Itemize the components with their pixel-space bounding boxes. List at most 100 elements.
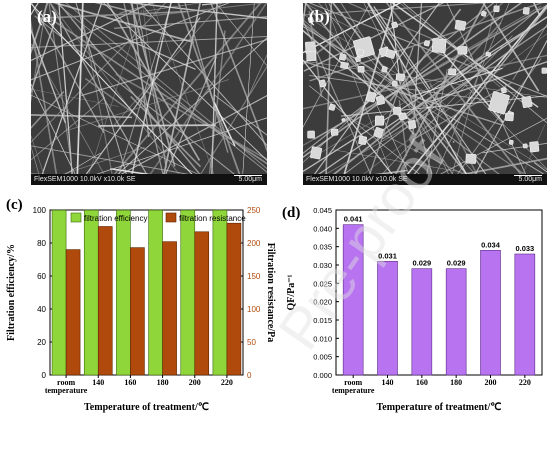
- panel-label-b: (b): [309, 7, 330, 26]
- bar-efficiency: [83, 209, 99, 376]
- crystal: [365, 91, 377, 103]
- fiber: [81, 39, 267, 97]
- bar-efficiency: [180, 209, 196, 376]
- y-tick-label: 0.005: [313, 353, 332, 362]
- value-label: 0.041: [344, 215, 363, 224]
- fiber: [31, 90, 65, 130]
- fiber: [429, 61, 547, 103]
- fiber: [31, 3, 167, 143]
- crystal: [454, 19, 467, 31]
- x-tick-label: 200: [485, 378, 497, 387]
- fiber: [303, 19, 376, 185]
- bar-efficiency: [212, 209, 228, 376]
- sem-fibers-a: [31, 3, 267, 185]
- crystal: [407, 119, 417, 130]
- crystal: [374, 115, 385, 126]
- panel-label-c: (c): [6, 197, 23, 213]
- fiber: [49, 3, 154, 185]
- fiber: [431, 3, 510, 185]
- fiber: [201, 3, 227, 6]
- y-tick-label: 100: [33, 206, 47, 215]
- x-tick-label: 200: [189, 378, 201, 387]
- fiber: [85, 10, 143, 185]
- bar-resistance: [130, 247, 145, 376]
- y-tick-label: 0.045: [313, 206, 332, 215]
- value-label: 0.029: [412, 259, 431, 268]
- y-tick-label: 20: [37, 338, 46, 347]
- bar-resistance: [97, 226, 113, 376]
- fiber: [303, 29, 416, 126]
- sem-info-bar-b: FlexSEM1000 10.0kV x10.0k SE 5.00μm: [303, 174, 547, 185]
- crystal: [375, 95, 386, 106]
- fiber: [31, 94, 222, 185]
- fiber: [52, 3, 195, 44]
- y-tick-label: 0.020: [313, 298, 332, 307]
- fiber: [65, 3, 267, 170]
- bar-efficiency: [148, 209, 163, 376]
- sem-info-bar-a: FlexSEM1000 10.0kV x10.0k SE 5.00μm: [31, 174, 267, 185]
- fiber: [31, 43, 111, 185]
- fiber: [136, 3, 168, 168]
- fiber: [37, 10, 187, 20]
- sem-image-a: (a) FlexSEM1000 10.0kV x10.0k SE 5.00μm: [31, 3, 267, 185]
- y-axis-label: Filtration efficiency/%: [6, 244, 17, 341]
- fiber: [130, 95, 202, 168]
- fiber: [98, 124, 216, 127]
- fiber: [151, 3, 219, 185]
- value-label: 0.031: [378, 251, 397, 260]
- bar-efficiency: [51, 209, 67, 376]
- y-tick-label: 40: [37, 305, 46, 314]
- y-axis-label: QF/Pa⁻¹: [286, 274, 297, 310]
- crystal: [306, 50, 317, 62]
- x-tick-label: 220: [519, 378, 531, 387]
- legend-swatch-efficiency: [70, 212, 82, 223]
- fiber: [31, 145, 43, 185]
- y-tick-label: 0.035: [313, 243, 332, 252]
- crystal: [448, 68, 457, 76]
- x-tick-label: 180: [157, 378, 169, 387]
- x-tick-label: 180: [450, 378, 462, 387]
- crystal: [398, 112, 408, 121]
- fiber: [144, 3, 202, 12]
- crystal: [541, 67, 547, 74]
- fiber: [303, 3, 371, 128]
- sem-scale-b: 5.00μm: [518, 176, 543, 183]
- crystal: [307, 16, 314, 24]
- bar-qf: [445, 268, 467, 376]
- fiber: [127, 3, 267, 20]
- fiber: [371, 35, 513, 185]
- fiber: [31, 3, 203, 185]
- fiber: [55, 3, 267, 173]
- crystal: [521, 95, 533, 109]
- sem-scale-a: 5.00μm: [238, 176, 263, 183]
- fiber: [303, 54, 547, 110]
- fiber: [318, 3, 486, 185]
- chart-d: (d) 0.000 0.005 0.010 0.015 0.020 0.025 0.030 0.…: [282, 205, 543, 413]
- y-tick-label: 0.010: [313, 334, 332, 343]
- bar-resistance: [162, 241, 177, 376]
- y2-axis-label: Filtration resistance/Pa: [265, 243, 276, 343]
- fiber: [213, 101, 236, 147]
- y-tick-label: 0.025: [313, 279, 332, 288]
- fiber: [309, 75, 511, 104]
- fiber: [31, 3, 230, 81]
- fiber: [119, 3, 156, 14]
- fiber: [347, 3, 445, 45]
- fiber: [373, 6, 431, 90]
- crystal: [310, 146, 323, 160]
- crystal: [529, 141, 540, 153]
- fiber: [399, 3, 501, 88]
- fiber: [84, 77, 139, 117]
- x-tick-label: 160: [124, 378, 136, 387]
- y2-tick-label: 0: [247, 371, 252, 380]
- panel-label-a: (a): [37, 7, 57, 26]
- fiber: [31, 28, 67, 124]
- value-label: 0.029: [447, 259, 466, 268]
- legend-swatch-resistance: [165, 212, 177, 223]
- fiber: [385, 3, 531, 185]
- y-tick-label: 60: [37, 272, 46, 281]
- crystal: [488, 91, 510, 115]
- y2-tick-label: 150: [247, 272, 261, 281]
- fiber: [340, 95, 547, 117]
- fiber: [319, 56, 483, 185]
